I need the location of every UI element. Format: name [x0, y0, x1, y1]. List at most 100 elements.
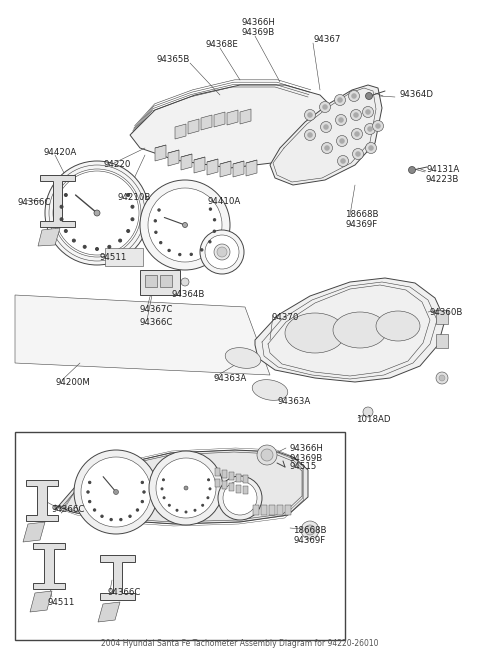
Text: 94363A: 94363A — [214, 374, 247, 383]
Circle shape — [375, 124, 381, 128]
Polygon shape — [168, 150, 179, 166]
Circle shape — [324, 124, 328, 130]
Circle shape — [154, 219, 156, 222]
Text: 18668B
94369F: 18668B 94369F — [345, 210, 379, 229]
Text: 94131A
94223B: 94131A 94223B — [426, 165, 459, 185]
Circle shape — [340, 159, 346, 164]
Polygon shape — [181, 154, 192, 170]
Circle shape — [353, 113, 359, 117]
Circle shape — [88, 500, 91, 503]
Ellipse shape — [225, 348, 261, 368]
Circle shape — [120, 518, 122, 521]
Circle shape — [365, 143, 376, 153]
Circle shape — [355, 132, 360, 136]
Circle shape — [161, 488, 163, 490]
Circle shape — [308, 113, 312, 117]
Bar — [105, 248, 143, 266]
Circle shape — [337, 155, 348, 166]
Bar — [243, 486, 248, 494]
Text: 94365B: 94365B — [156, 55, 190, 64]
Circle shape — [190, 253, 192, 255]
Circle shape — [335, 94, 346, 105]
Bar — [436, 310, 448, 324]
Circle shape — [209, 488, 211, 490]
Circle shape — [209, 240, 211, 243]
Circle shape — [155, 231, 157, 233]
Bar — [277, 505, 283, 515]
Polygon shape — [255, 278, 445, 382]
Bar — [243, 475, 248, 483]
Circle shape — [338, 117, 344, 122]
Circle shape — [127, 229, 130, 233]
Bar — [160, 275, 172, 287]
Bar — [229, 472, 234, 480]
Circle shape — [320, 102, 331, 113]
Bar — [229, 483, 234, 491]
Polygon shape — [240, 109, 251, 124]
Polygon shape — [130, 85, 340, 168]
Circle shape — [213, 230, 216, 233]
Polygon shape — [194, 157, 205, 160]
Text: 1018AD: 1018AD — [356, 415, 391, 424]
Circle shape — [301, 521, 319, 539]
Circle shape — [363, 407, 373, 417]
Text: 94200M: 94200M — [55, 378, 90, 387]
Circle shape — [223, 481, 257, 515]
Circle shape — [364, 124, 375, 134]
Circle shape — [131, 205, 134, 208]
Circle shape — [74, 450, 158, 534]
Circle shape — [182, 223, 188, 227]
Circle shape — [72, 239, 75, 242]
Polygon shape — [188, 119, 199, 134]
Polygon shape — [233, 161, 244, 177]
Circle shape — [350, 109, 361, 121]
Circle shape — [304, 130, 315, 141]
Circle shape — [194, 509, 196, 512]
Text: 94220: 94220 — [103, 160, 131, 169]
Circle shape — [141, 500, 144, 503]
Polygon shape — [23, 522, 45, 542]
Circle shape — [308, 132, 312, 138]
Bar — [140, 270, 180, 295]
Polygon shape — [175, 124, 186, 139]
Text: 94366H
94369B: 94366H 94369B — [289, 444, 323, 463]
Bar — [222, 481, 227, 489]
Circle shape — [60, 217, 63, 221]
Polygon shape — [38, 228, 60, 246]
Circle shape — [163, 496, 165, 498]
Polygon shape — [26, 480, 58, 521]
Circle shape — [408, 166, 416, 174]
Polygon shape — [207, 159, 218, 162]
Circle shape — [45, 161, 149, 265]
Text: 94366C: 94366C — [107, 588, 140, 597]
Circle shape — [101, 515, 103, 517]
Polygon shape — [40, 175, 75, 227]
Circle shape — [64, 229, 67, 233]
Polygon shape — [194, 157, 205, 173]
Text: 94368E: 94368E — [205, 40, 239, 49]
Circle shape — [322, 143, 333, 153]
Text: 94366C: 94366C — [18, 198, 51, 207]
Circle shape — [184, 486, 188, 490]
Circle shape — [149, 451, 223, 525]
Circle shape — [55, 171, 139, 255]
Circle shape — [83, 246, 86, 248]
Circle shape — [439, 375, 445, 381]
Polygon shape — [168, 150, 179, 153]
Circle shape — [143, 491, 145, 493]
Bar — [436, 334, 448, 348]
Ellipse shape — [252, 380, 288, 400]
Polygon shape — [214, 112, 225, 127]
Bar — [236, 485, 241, 493]
Circle shape — [365, 109, 371, 115]
Text: 94367: 94367 — [313, 35, 340, 44]
Ellipse shape — [285, 313, 345, 353]
Bar — [15, 432, 345, 640]
Circle shape — [96, 248, 98, 250]
Circle shape — [181, 278, 189, 286]
Circle shape — [148, 188, 222, 262]
Circle shape — [140, 180, 230, 270]
Circle shape — [336, 115, 347, 126]
Circle shape — [305, 525, 315, 535]
Circle shape — [356, 151, 360, 157]
